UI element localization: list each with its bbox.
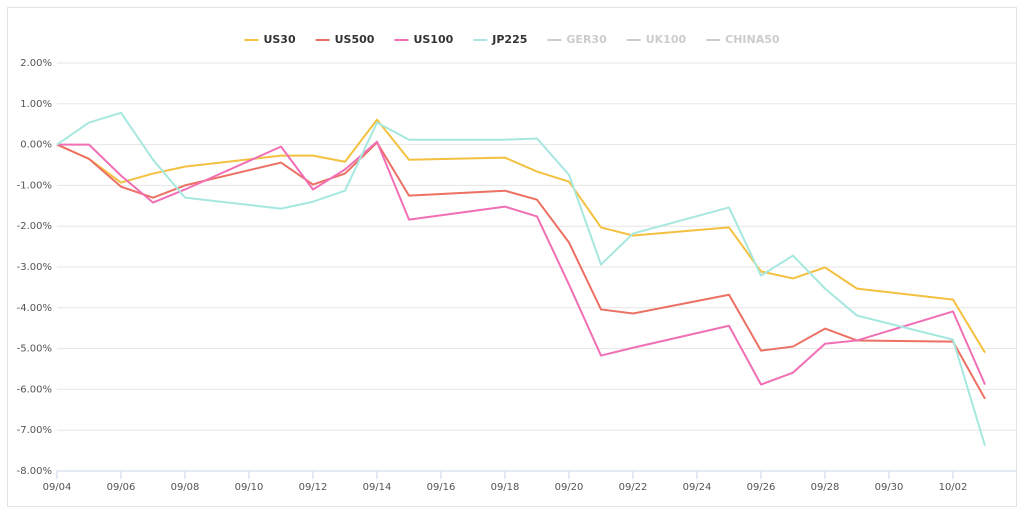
x-tick-label: 09/10 xyxy=(235,482,264,493)
x-tick-label: 09/14 xyxy=(363,482,392,493)
x-tick-label: 09/22 xyxy=(619,482,648,493)
x-tick-label: 09/04 xyxy=(43,482,72,493)
legend-item[interactable]: CHINA50 xyxy=(706,33,780,46)
x-tick-label: 10/02 xyxy=(939,482,968,493)
y-tick-label: 1.00% xyxy=(20,99,52,110)
legend-item[interactable]: JP225 xyxy=(473,33,527,46)
legend-item[interactable]: US100 xyxy=(394,33,454,46)
series-line xyxy=(56,141,986,400)
y-tick-label: -7.00% xyxy=(17,425,52,436)
chart-frame xyxy=(7,7,1017,507)
x-tick-label: 09/30 xyxy=(875,482,904,493)
y-tick-label: 2.00% xyxy=(20,58,52,69)
y-tick-label: -8.00% xyxy=(17,466,52,477)
legend-label: GER30 xyxy=(566,33,607,46)
x-tick-label: 09/28 xyxy=(811,482,840,493)
x-tick-label: 09/26 xyxy=(747,482,776,493)
x-tick-label: 09/12 xyxy=(299,482,328,493)
legend-label: US500 xyxy=(335,33,375,46)
y-tick-label: -2.00% xyxy=(17,221,52,232)
y-tick-label: -3.00% xyxy=(17,262,52,273)
x-tick-label: 09/06 xyxy=(107,482,136,493)
legend-item[interactable]: US30 xyxy=(244,33,296,46)
y-tick-label: -1.00% xyxy=(17,180,52,191)
x-tick-label: 09/16 xyxy=(427,482,456,493)
legend-item[interactable]: UK100 xyxy=(626,33,687,46)
legend-item[interactable]: GER30 xyxy=(547,33,607,46)
y-tick-label: 0.00% xyxy=(20,140,52,151)
legend-label: US30 xyxy=(263,33,296,46)
legend-item[interactable]: US500 xyxy=(315,33,375,46)
x-tick-label: 09/24 xyxy=(683,482,712,493)
legend: US30 US500 US100 JP225 GER30 UK100 CHINA50 xyxy=(244,33,780,46)
legend-label: CHINA50 xyxy=(725,33,780,46)
x-tick-label: 09/18 xyxy=(491,482,520,493)
legend-label: UK100 xyxy=(646,33,687,46)
legend-label: US100 xyxy=(413,33,453,46)
y-tick-label: -4.00% xyxy=(17,303,52,314)
y-tick-label: -5.00% xyxy=(17,344,52,355)
x-tick-label: 09/20 xyxy=(555,482,584,493)
x-tick-label: 09/08 xyxy=(171,482,200,493)
series-line xyxy=(57,140,986,386)
legend-label: JP225 xyxy=(491,33,527,46)
series-line xyxy=(56,111,986,446)
y-tick-label: -6.00% xyxy=(17,384,52,395)
